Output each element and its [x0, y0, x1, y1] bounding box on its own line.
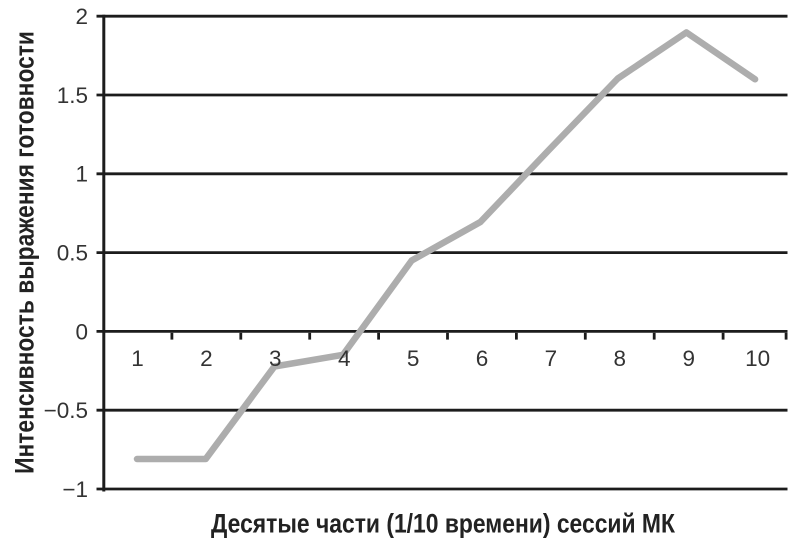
svg-text:3: 3: [269, 346, 282, 371]
svg-text:4: 4: [338, 346, 351, 371]
svg-text:1: 1: [131, 346, 144, 371]
svg-text:1.5: 1.5: [57, 83, 88, 108]
svg-text:10: 10: [745, 346, 770, 371]
svg-text:Интенсивность выражения готовн: Интенсивность выражения готовности: [10, 31, 40, 474]
svg-text:1: 1: [75, 162, 88, 187]
svg-text:2: 2: [75, 4, 88, 29]
svg-text:7: 7: [545, 346, 558, 371]
svg-text:Десятые части (1/10 времени) с: Десятые части (1/10 времени) сессий МК: [211, 509, 676, 538]
svg-text:8: 8: [614, 346, 627, 371]
svg-text:9: 9: [682, 346, 695, 371]
svg-text:5: 5: [407, 346, 420, 371]
svg-text:6: 6: [476, 346, 489, 371]
svg-text:0.5: 0.5: [57, 241, 88, 266]
svg-text:−0.5: −0.5: [44, 398, 88, 423]
svg-text:2: 2: [200, 346, 213, 371]
svg-text:−1: −1: [62, 477, 88, 502]
svg-text:0: 0: [75, 319, 88, 344]
